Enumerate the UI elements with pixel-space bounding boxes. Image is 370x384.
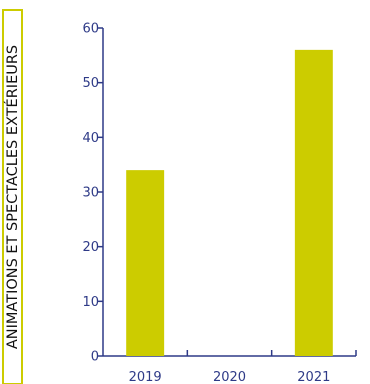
y-tick-label: 20 [82,240,99,255]
y-tick-label: 60 [82,22,99,37]
y-axis: 0 10 20 30 40 50 60 [82,22,104,365]
bar [126,170,165,356]
bar [294,49,333,356]
y-tick-label: 30 [82,186,99,201]
y-tick-label: 50 [82,76,99,91]
y-tick-label: 0 [91,350,99,365]
side-title: ANIMATIONS ET SPECTACLES EXTÉRIEURS [4,45,21,349]
side-title-box [2,9,23,384]
side-title-group: ANIMATIONS ET SPECTACLES EXTÉRIEURS [2,9,23,384]
bars [126,49,333,356]
y-tick-label: 10 [82,295,99,310]
x-tick-label: 2020 [213,370,246,384]
x-tick-label: 2021 [297,370,330,384]
x-tick-label: 2019 [129,370,162,384]
y-tick-label: 40 [82,131,99,146]
